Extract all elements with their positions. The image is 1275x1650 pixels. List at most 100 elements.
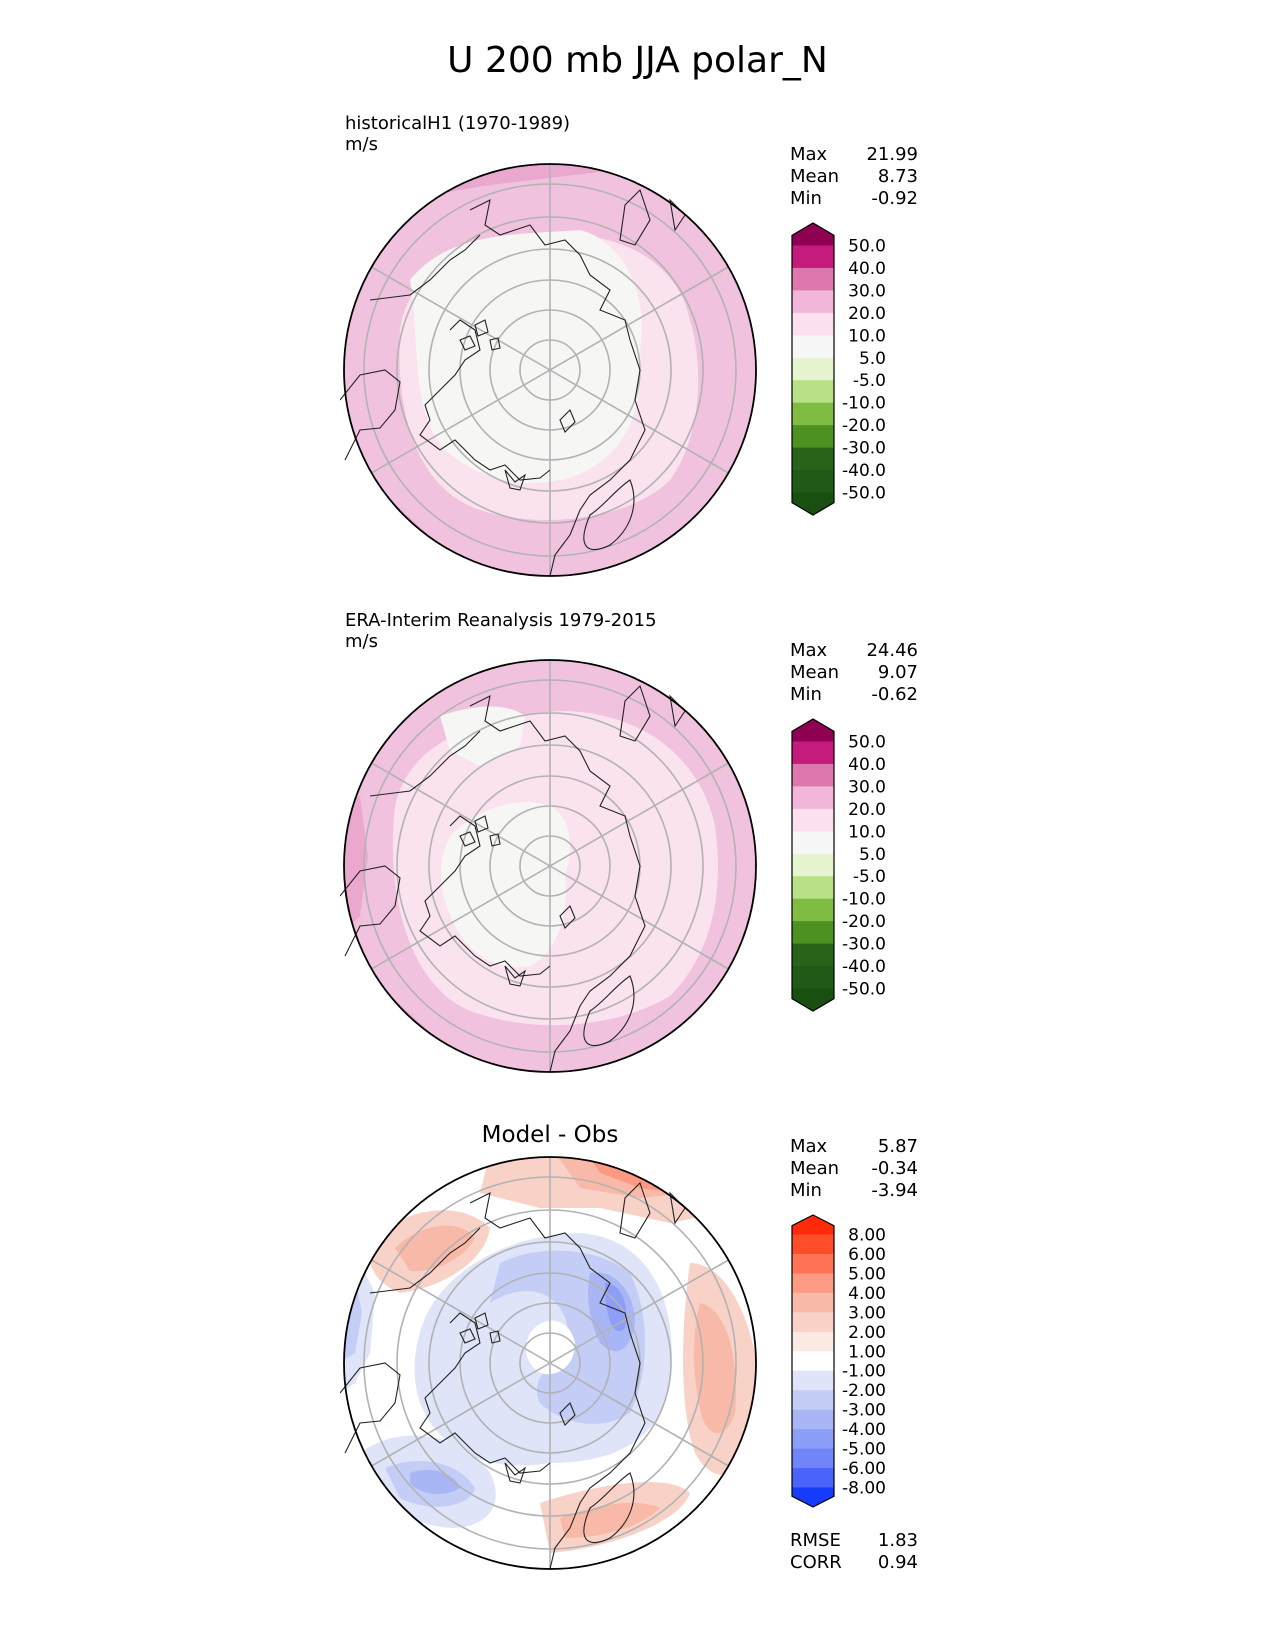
colorbar-segment	[792, 943, 834, 967]
field-band	[605, 1283, 627, 1331]
colorbar-segment	[792, 223, 834, 246]
colorbar-segment	[792, 1312, 834, 1333]
panel-2-title: ERA-Interim Reanalysis 1979-2015	[345, 610, 657, 631]
colorbar-tick-label: 4.00	[848, 1284, 886, 1304]
stat-value: -0.92	[871, 188, 918, 209]
graticule	[363, 1157, 737, 1569]
colorbar-segment	[792, 719, 834, 742]
graticule	[363, 660, 737, 1072]
colorbar-tick-label: 6.00	[848, 1245, 886, 1265]
colorbar-tick-label: -10.0	[842, 890, 886, 910]
metric-value: 1.83	[877, 1530, 918, 1551]
colorbar-segment	[792, 1331, 834, 1352]
colorbar-tick-label: -50.0	[842, 484, 886, 504]
colorbar-tick-label: 10.0	[848, 326, 886, 346]
colorbar-tick-label: -8.00	[842, 1479, 886, 1499]
stat-label: Min	[790, 684, 822, 705]
colorbar-tick-label: -5.0	[853, 371, 886, 391]
panel-1-polar-map	[340, 163, 757, 577]
coastlines	[340, 684, 686, 1073]
panel-1-stats: Max 21.99 Mean 8.73 Min -0.92	[790, 144, 918, 210]
map-boundary	[343, 1156, 757, 1570]
colorbar-tick-label: -6.00	[842, 1459, 886, 1479]
stat-label: Mean	[790, 1158, 840, 1179]
colorbar-tick-label: 8.00	[848, 1225, 886, 1245]
stat-label: Mean	[790, 662, 840, 683]
colorbar-tick-label: -2.00	[842, 1381, 886, 1401]
colorbar-tick-label: -40.0	[842, 461, 886, 481]
colorbar-segment	[792, 1273, 834, 1294]
colorbar-segment	[792, 447, 834, 471]
colorbar-tick-label: 20.0	[848, 800, 886, 820]
colorbar-segment	[792, 1390, 834, 1411]
colorbar-segment	[792, 1409, 834, 1430]
colorbar-tick-label: 5.00	[848, 1264, 886, 1284]
field-band	[395, 1225, 475, 1272]
colorbar-tick-label: 10.0	[848, 822, 886, 842]
panel-2-colorbar: 50.0 40.030.0 20.010.0 5.0-5.0 -10.0-20.0 -30…	[791, 718, 886, 1012]
colorbar-tick-label: -30.0	[842, 439, 886, 459]
colorbar-segment	[792, 290, 834, 314]
colorbar-tick-label: 3.00	[848, 1303, 886, 1323]
colorbar-segment	[792, 808, 834, 832]
colorbar-segment	[792, 380, 834, 404]
colorbar-tick-label: -4.00	[842, 1420, 886, 1440]
colorbar-tick-label: -20.0	[842, 912, 886, 932]
colorbar-segment	[792, 1429, 834, 1450]
panel-1-units: m/s	[345, 134, 378, 155]
colorbar-segment	[792, 898, 834, 922]
panel-3-title: Model - Obs	[481, 1122, 619, 1148]
stat-value: 21.99	[866, 144, 918, 165]
colorbar-segment	[792, 425, 834, 449]
panel-2-stats: Max 24.46 Mean 9.07 Min -0.62	[790, 640, 918, 706]
colorbar-tick-label: -3.00	[842, 1401, 886, 1421]
colorbar-segment	[792, 1351, 834, 1372]
colorbar-segment	[792, 921, 834, 945]
colorbar-segment	[792, 402, 834, 426]
stat-label: Min	[790, 1180, 822, 1201]
coastlines	[340, 188, 686, 577]
stat-label: Min	[790, 188, 822, 209]
figure-title: U 200 mb JJA polar_N	[447, 40, 828, 81]
panel-1-title: historicalH1 (1970-1989)	[345, 113, 571, 134]
panel-2-title-block: ERA-Interim Reanalysis 1979-2015 m/s	[345, 610, 657, 652]
colorbar-segment	[792, 1253, 834, 1274]
colorbar-tick-label: -50.0	[842, 980, 886, 1000]
panel-2-polar-map	[340, 659, 757, 1073]
stat-value: 9.07	[877, 662, 918, 683]
colorbar-segment	[792, 357, 834, 381]
colorbar-tick-label: 5.0	[859, 349, 886, 369]
colorbar-segment	[792, 853, 834, 877]
metric-label: CORR	[790, 1552, 842, 1573]
colorbar-segment	[792, 876, 834, 900]
stat-label: Mean	[790, 166, 840, 187]
colorbar-segment	[792, 1487, 834, 1507]
colorbar-tick-label: 5.0	[859, 845, 886, 865]
stat-value: -3.94	[871, 1180, 918, 1201]
colorbar-tick-label: -5.0	[853, 867, 886, 887]
colorbar-segment	[792, 267, 834, 291]
colorbar-tick-label: -10.0	[842, 394, 886, 414]
panel-3-stats: Max 5.87 Mean -0.34 Min -3.94	[790, 1136, 918, 1202]
colorbar-segment	[792, 831, 834, 855]
colorbar-tick-label: 2.00	[848, 1323, 886, 1343]
colorbar-tick-label: -20.0	[842, 416, 886, 436]
field-band	[694, 1303, 736, 1434]
stat-value: 5.87	[877, 1136, 918, 1157]
colorbar-segment	[792, 786, 834, 810]
colorbar-tick-label: -40.0	[842, 957, 886, 977]
colorbar-tick-label: -5.00	[842, 1440, 886, 1460]
colorbar-tick-label: 50.0	[848, 732, 886, 752]
stat-label: Max	[790, 144, 828, 165]
panel-1-colorbar: 50.0 40.030.0 20.010.0 5.0-5.0 -10.0-20.0 -30…	[791, 222, 886, 516]
panel-3-metrics: RMSE 1.83 CORR 0.94	[790, 1530, 918, 1574]
stat-value: -0.62	[871, 684, 918, 705]
colorbar-segment	[792, 1215, 834, 1235]
colorbar-outline	[791, 718, 835, 1012]
stat-value: 8.73	[877, 166, 918, 187]
stat-value: 24.46	[866, 640, 918, 661]
colorbar-outline	[791, 1214, 835, 1508]
map-boundary	[343, 659, 757, 1073]
metric-label: RMSE	[790, 1530, 841, 1551]
colorbar-segment	[792, 1370, 834, 1391]
